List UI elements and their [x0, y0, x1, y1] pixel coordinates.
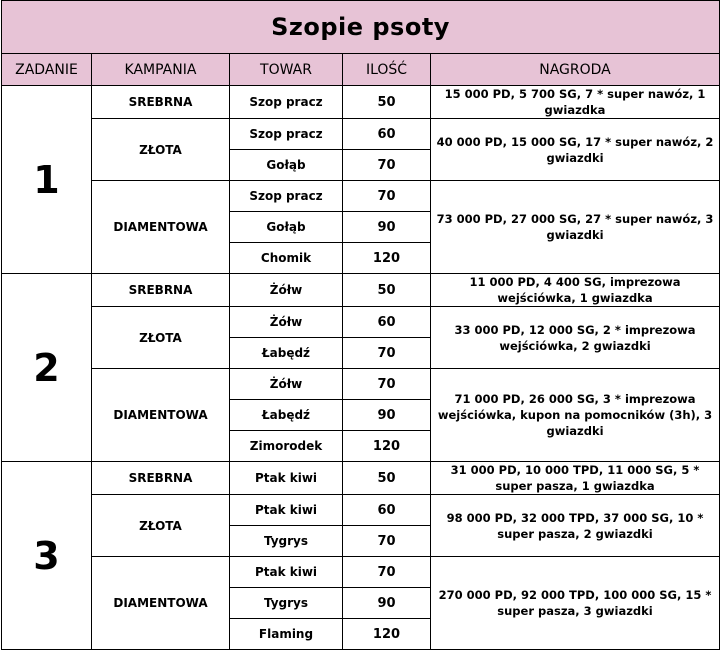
product-quantity: 120: [342, 242, 431, 274]
product-name: Żółw: [229, 368, 343, 400]
campaign-name: ZŁOTA: [91, 306, 230, 369]
table-row: DIAMENTOWA Ptak kiwi 70 270 000 PD, 92 0…: [2, 556, 720, 650]
table-row: 2 SREBRNA Żółw 50 11 000 PD, 4 400 SG, i…: [1, 273, 720, 462]
reward-text: 73 000 PD, 27 000 SG, 27 * super nawóz, …: [429, 180, 720, 274]
product-name: Flaming: [229, 618, 343, 650]
product-quantity: 50: [342, 85, 431, 119]
page-title: Szopie psoty: [0, 0, 720, 54]
header-kampania: KAMPANIA: [91, 53, 230, 86]
product-quantity: 50: [342, 273, 431, 307]
reward-text: 11 000 PD, 4 400 SG, imprezowa wejściówk…: [429, 273, 720, 307]
product-name: Gołąb: [229, 149, 343, 181]
product-name: Ptak kiwi: [229, 556, 343, 588]
table-row: 3 SREBRNA Ptak kiwi 50 31 000 PD, 10 000…: [1, 461, 720, 650]
product-name: Zimorodek: [229, 430, 343, 462]
product-name: Szop pracz: [229, 85, 343, 119]
table-row: ZŁOTA Żółw 60 33 000 PD, 12 000 SG, 2 * …: [2, 306, 720, 369]
product-quantity: 90: [342, 587, 431, 619]
product-name: Szop pracz: [229, 180, 343, 212]
product-quantity: 70: [342, 180, 431, 212]
product-quantity: 70: [342, 525, 431, 557]
product-quantity: 50: [342, 461, 431, 495]
campaign-name: SREBRNA: [91, 461, 230, 495]
table-row: Tygrys 90: [2, 587, 720, 619]
table-row: 1 SREBRNA Szop pracz 50 15 000 PD, 5 700…: [1, 85, 720, 274]
product-name: Żółw: [229, 273, 343, 307]
table-row: Tygrys 70: [2, 525, 720, 557]
campaign-name: ZŁOTA: [91, 118, 230, 181]
task-number: 1: [1, 85, 92, 274]
campaign-name: DIAMENTOWA: [91, 180, 230, 274]
reward-text: 270 000 PD, 92 000 TPD, 100 000 SG, 15 *…: [429, 556, 720, 650]
campaign-name: DIAMENTOWA: [91, 556, 230, 650]
header-nagroda: NAGRODA: [429, 53, 720, 86]
product-name: Szop pracz: [229, 118, 343, 150]
header-towar: TOWAR: [229, 53, 343, 86]
campaign-name: SREBRNA: [91, 273, 230, 307]
header-ilosc: ILOŚĆ: [342, 53, 431, 86]
product-name: Łabędź: [229, 399, 343, 431]
product-name: Chomik: [229, 242, 343, 274]
table-row: DIAMENTOWA Szop pracz 70 73 000 PD, 27 0…: [2, 180, 720, 274]
campaign-name: ZŁOTA: [91, 494, 230, 557]
reward-text: 33 000 PD, 12 000 SG, 2 * imprezowa wejś…: [429, 306, 720, 369]
product-name: Żółw: [229, 306, 343, 338]
product-name: Tygrys: [229, 525, 343, 557]
product-quantity: 60: [342, 306, 431, 338]
product-name: Ptak kiwi: [229, 461, 343, 495]
product-quantity: 70: [342, 556, 431, 588]
table-row: ZŁOTA Szop pracz 60 40 000 PD, 15 000 SG…: [2, 118, 720, 181]
reward-text: 31 000 PD, 10 000 TPD, 11 000 SG, 5 * su…: [429, 461, 720, 495]
reward-text: 40 000 PD, 15 000 SG, 17 * super nawóz, …: [429, 118, 720, 181]
rewards-table: Szopie psoty ZADANIE KAMPANIA TOWAR ILOŚ…: [0, 0, 720, 650]
campaign-name: SREBRNA: [91, 85, 230, 119]
product-name: Łabędź: [229, 337, 343, 369]
table-row: Chomik 120: [2, 242, 720, 274]
product-quantity: 90: [342, 399, 431, 431]
product-quantity: 120: [342, 430, 431, 462]
reward-text: 71 000 PD, 26 000 SG, 3 * imprezowa wejś…: [429, 368, 720, 462]
table-row: Flaming 120: [2, 618, 720, 650]
reward-text: 98 000 PD, 32 000 TPD, 37 000 SG, 10 * s…: [429, 494, 720, 557]
table-row: Gołąb 70: [2, 149, 720, 181]
product-quantity: 70: [342, 149, 431, 181]
product-quantity: 60: [342, 494, 431, 526]
product-name: Gołąb: [229, 211, 343, 243]
product-quantity: 70: [342, 337, 431, 369]
campaign-name: DIAMENTOWA: [91, 368, 230, 462]
reward-text: 15 000 PD, 5 700 SG, 7 * super nawóz, 1 …: [429, 85, 720, 119]
table-row: Gołąb 90: [2, 211, 720, 243]
table-row: Zimorodek 120: [2, 430, 720, 462]
table-row: Łabędź 70: [2, 337, 720, 369]
task-number: 3: [1, 461, 92, 650]
product-name: Tygrys: [229, 587, 343, 619]
product-quantity: 120: [342, 618, 431, 650]
table-row: DIAMENTOWA Żółw 70 71 000 PD, 26 000 SG,…: [2, 368, 720, 462]
table-row: Łabędź 90: [2, 399, 720, 431]
task-number: 2: [1, 273, 92, 462]
product-quantity: 90: [342, 211, 431, 243]
product-quantity: 70: [342, 368, 431, 400]
product-quantity: 60: [342, 118, 431, 150]
header-zadanie: ZADANIE: [1, 53, 92, 86]
table-row: ZŁOTA Ptak kiwi 60 98 000 PD, 32 000 TPD…: [2, 494, 720, 557]
product-name: Ptak kiwi: [229, 494, 343, 526]
